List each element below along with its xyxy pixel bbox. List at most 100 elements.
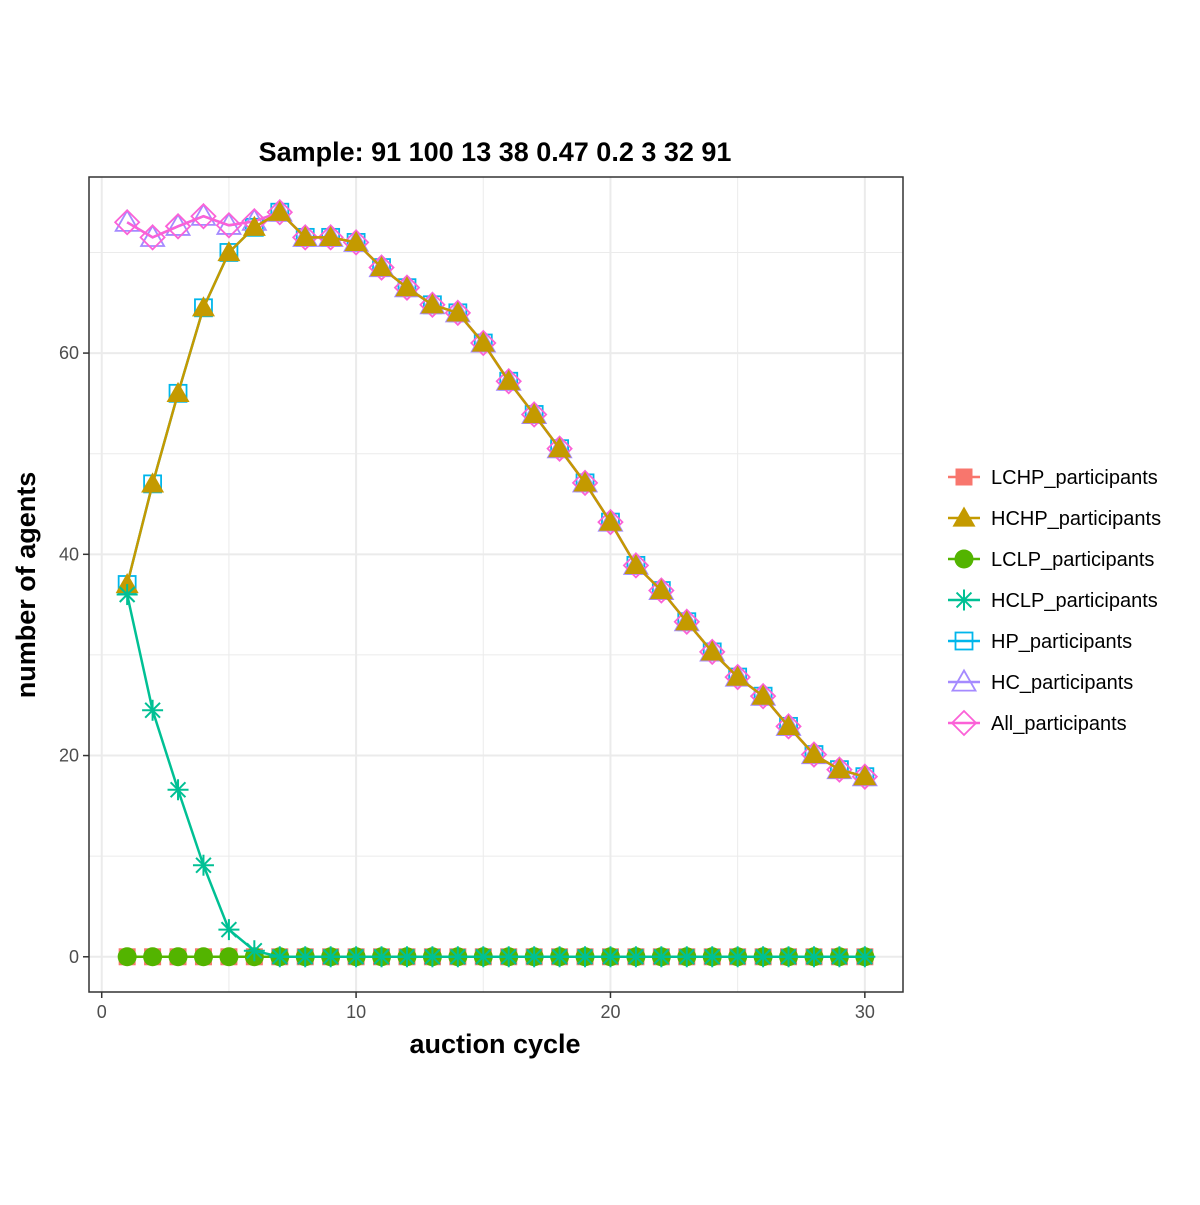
- data-point-hclp-participants: [752, 946, 774, 968]
- data-point-hchp-participants: [624, 553, 648, 575]
- legend-label: All_participants: [991, 713, 1127, 735]
- legend: LCHP_participants HCHP_participants LCLP_p…: [948, 467, 1161, 737]
- data-point-all-participants: [470, 329, 497, 357]
- data-point-hclp-participants: [854, 946, 876, 968]
- data-point-hclp-participants: [701, 946, 723, 968]
- legend-label: HCHP_participants: [991, 508, 1161, 530]
- legend-label: HP_participants: [991, 631, 1132, 653]
- data-point-hclp-participants: [167, 779, 189, 801]
- data-point-hchp-participants: [166, 381, 190, 402]
- data-point-lclp-participants: [143, 947, 163, 967]
- data-point-all-participants: [749, 682, 777, 710]
- data-point-all-participants: [190, 202, 217, 230]
- legend-item-hc-participants: HC_participants: [948, 668, 1133, 694]
- x-tick-label: 10: [346, 1002, 366, 1022]
- legend-key-marker: [954, 549, 974, 569]
- data-point-hchp-participants: [726, 665, 750, 686]
- series-hchp-participants: [115, 200, 877, 786]
- data-point-hchp-participants: [675, 610, 699, 631]
- data-point-hclp-participants: [549, 946, 571, 968]
- data-point-hchp-participants: [598, 510, 622, 531]
- data-point-hchp-participants: [293, 225, 317, 246]
- data-point-hclp-participants: [498, 946, 520, 968]
- y-axis-title: number of agents: [11, 472, 41, 699]
- data-point-hchp-participants: [420, 293, 444, 314]
- legend-key-marker: [950, 709, 978, 737]
- data-point-hc-participants: [164, 212, 192, 236]
- data-point-hchp-participants: [751, 684, 775, 705]
- data-point-hclp-participants: [320, 946, 342, 968]
- y-tick-label: 60: [59, 343, 79, 363]
- data-point-hchp-participants: [242, 215, 266, 236]
- x-tick-label: 20: [600, 1002, 620, 1022]
- data-point-all-participants: [673, 608, 701, 636]
- data-point-lclp-participants: [219, 947, 239, 967]
- legend-item-lchp-participants: LCHP_participants: [948, 467, 1158, 489]
- data-point-hchp-participants: [573, 471, 597, 492]
- data-point-hclp-participants: [599, 946, 621, 968]
- data-point-all-participants: [139, 224, 166, 251]
- data-point-hclp-participants: [574, 946, 596, 968]
- data-point-hchp-participants: [370, 256, 394, 277]
- data-point-hclp-participants: [803, 946, 825, 968]
- legend-item-lclp-participants: LCLP_participants: [948, 549, 1154, 571]
- data-point-hclp-participants: [828, 946, 850, 968]
- data-point-hclp-participants: [345, 946, 367, 968]
- data-point-hchp-participants: [777, 714, 801, 735]
- legend-key-marker: [950, 668, 978, 692]
- data-point-all-participants: [164, 213, 192, 240]
- legend-item-all-participants: All_participants: [948, 709, 1127, 737]
- data-point-hclp-participants: [396, 946, 418, 968]
- legend-label: HC_participants: [991, 672, 1133, 694]
- y-tick-label: 0: [69, 947, 79, 967]
- data-point-hclp-participants: [447, 946, 469, 968]
- legend-label: LCLP_participants: [991, 549, 1154, 571]
- data-point-all-participants: [775, 713, 802, 740]
- data-point-hchp-participants: [344, 230, 368, 252]
- data-point-all-participants: [851, 763, 879, 790]
- data-point-hchp-participants: [827, 758, 851, 779]
- legend-key-marker: [955, 468, 973, 486]
- series-hclp-participants: [116, 584, 876, 968]
- data-point-lclp-participants: [193, 947, 213, 967]
- data-point-hchp-participants: [319, 225, 343, 246]
- y-tick-label: 40: [59, 544, 79, 564]
- y-tick-label: 20: [59, 746, 79, 766]
- data-point-lclp-participants: [168, 947, 188, 967]
- data-point-hclp-participants: [650, 946, 672, 968]
- data-point-all-participants: [800, 741, 828, 768]
- legend-label: HCLP_participants: [991, 590, 1158, 612]
- legend-key-marker: [953, 589, 975, 611]
- data-point-hclp-participants: [142, 699, 164, 721]
- data-point-all-participants: [266, 198, 294, 226]
- legend-key-marker: [952, 506, 976, 527]
- data-point-hclp-participants: [192, 854, 214, 876]
- data-point-hchp-participants: [548, 437, 572, 458]
- data-point-hchp-participants: [802, 743, 826, 764]
- data-point-all-participants: [291, 224, 319, 251]
- data-point-hclp-participants: [269, 946, 291, 968]
- data-point-hc-participants: [114, 208, 141, 232]
- axes: 0 10 20 30 0 20 40 60: [59, 343, 875, 1022]
- data-point-all-participants: [393, 274, 421, 301]
- data-point-all-participants: [724, 663, 751, 691]
- data-point-hchp-participants: [471, 331, 495, 352]
- data-point-hchp-participants: [649, 579, 673, 600]
- data-point-all-participants: [368, 254, 395, 281]
- data-point-hclp-participants: [218, 919, 240, 941]
- data-point-hchp-participants: [141, 472, 165, 493]
- series-line-hclp-participants: [125, 594, 865, 959]
- data-point-all-participants: [317, 224, 344, 251]
- data-point-hchp-participants: [395, 276, 419, 297]
- data-point-all-participants: [571, 469, 599, 497]
- x-axis-title: auction cycle: [409, 1029, 580, 1059]
- legend-key-marker: [954, 631, 974, 651]
- data-point-hchp-participants: [700, 640, 724, 661]
- data-point-hchp-participants: [853, 765, 877, 786]
- data-point-hclp-participants: [472, 946, 494, 968]
- data-point-hclp-participants: [243, 940, 265, 962]
- data-point-all-participants: [113, 209, 141, 236]
- data-point-lclp-participants: [117, 947, 137, 967]
